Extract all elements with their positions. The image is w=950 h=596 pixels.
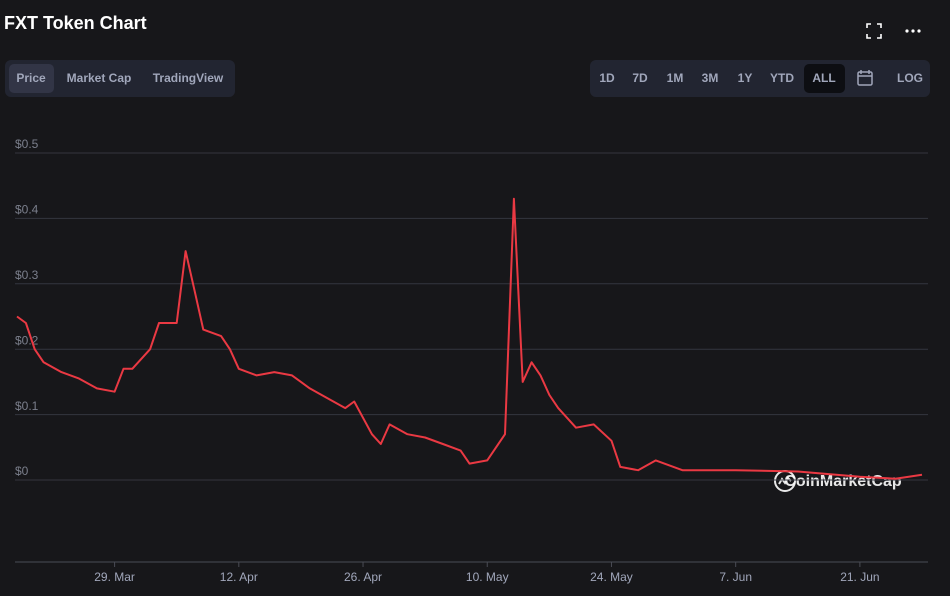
x-tick-label: 24. May [590, 570, 633, 584]
range-button[interactable]: YTD [770, 71, 794, 85]
price-line [16, 197, 923, 480]
x-tick-label: 7. Jun [719, 570, 752, 584]
tab[interactable]: Price [16, 71, 46, 85]
x-tick-label: 10. May [466, 570, 509, 584]
range-button[interactable]: 1D [599, 71, 615, 85]
x-tick-label: 29. Mar [94, 570, 135, 584]
chart-title: FXT Token Chart [4, 13, 147, 33]
y-tick-label: $0.4 [15, 203, 39, 217]
x-tick-label: 12. Apr [220, 570, 258, 584]
fullscreen-icon[interactable] [866, 23, 882, 39]
x-tick-label: 21. Jun [840, 570, 879, 584]
calendar-icon[interactable] [857, 70, 873, 86]
x-tick-label: 26. Apr [344, 570, 382, 584]
range-button[interactable]: 1M [667, 71, 684, 85]
y-tick-label: $0 [15, 464, 29, 478]
range-button[interactable]: 3M [702, 71, 719, 85]
tab[interactable]: TradingView [153, 71, 224, 85]
log-button[interactable]: LOG [897, 71, 923, 85]
tab[interactable]: Market Cap [67, 71, 132, 85]
y-tick-label: $0.2 [15, 333, 39, 347]
tab-group [5, 60, 235, 97]
y-tick-label: $0.3 [15, 268, 39, 282]
range-button[interactable]: ALL [812, 71, 835, 85]
tab-active [9, 64, 54, 93]
more-icon[interactable] [905, 29, 921, 33]
y-tick-label: $0.1 [15, 399, 39, 413]
y-tick-label: $0.5 [15, 137, 39, 151]
range-button[interactable]: 7D [632, 71, 648, 85]
range-button[interactable]: 1Y [738, 71, 753, 85]
range-active [804, 64, 845, 93]
